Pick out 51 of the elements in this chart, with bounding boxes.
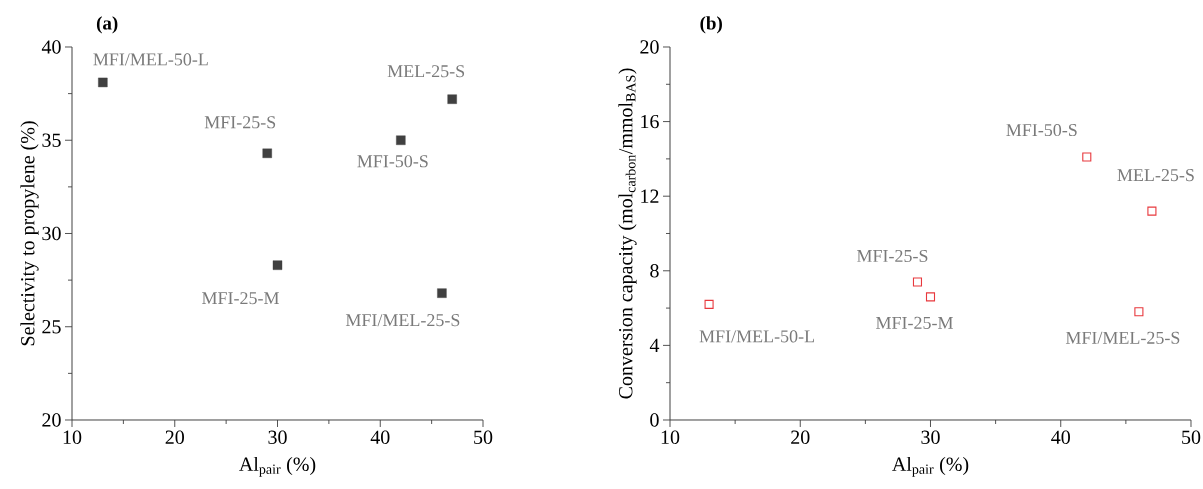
x-tick-label: 10 xyxy=(661,430,680,445)
annotation: MFI-50-S xyxy=(357,155,428,168)
y-tick-label: 16 xyxy=(641,114,659,129)
point xyxy=(1082,152,1092,162)
x-tick-label: 20 xyxy=(791,430,810,445)
point xyxy=(912,277,923,287)
y-tick-label: 0 xyxy=(650,413,659,427)
point xyxy=(704,299,714,309)
x-tick-label: 40 xyxy=(1051,430,1070,445)
x-tick-label: 30 xyxy=(268,430,287,445)
y-tick-label: 12 xyxy=(641,189,659,203)
annotation: MFI/MEL-50-L xyxy=(699,330,814,343)
point xyxy=(447,94,457,104)
y-tick-label: 25 xyxy=(42,320,61,334)
annotation: MFI-25-S xyxy=(856,249,928,263)
y-tick-label: 30 xyxy=(42,226,61,241)
x-tick-label: 10 xyxy=(63,430,82,445)
y-tick-label: 4 xyxy=(649,338,660,352)
x-tick-label: 20 xyxy=(165,430,184,445)
annotation: MFI-25-M xyxy=(202,292,279,305)
y-tick-label: 8 xyxy=(650,264,659,278)
x-tick-label: 40 xyxy=(370,430,390,445)
point xyxy=(262,148,272,158)
point xyxy=(98,77,108,88)
y-axis-title: Selectivity to propylene (%) xyxy=(20,121,39,346)
chart-title: (a) xyxy=(96,16,118,34)
x-axis-title: Al$_{pair}$ (%) xyxy=(892,456,969,477)
x-tick-label: 50 xyxy=(1182,430,1201,445)
point xyxy=(437,288,447,298)
annotation: MFI/MEL-25-S xyxy=(1065,331,1180,344)
annotation: MFI/MEL-50-L xyxy=(93,53,208,66)
annotation: MFI-25-S xyxy=(204,116,276,129)
point xyxy=(1147,206,1157,216)
y-axis-title: Conversion capacity (mol$_{carbon}$/mmol$_{BAS}$) xyxy=(618,68,637,399)
x-tick-label: 50 xyxy=(474,430,493,445)
annotation: MFI-25-M xyxy=(876,316,953,329)
annotation: MEL-25-S xyxy=(387,65,465,78)
chart-title: (b) xyxy=(700,16,722,34)
point xyxy=(272,260,283,270)
x-axis-title: Al$_{pair}$ (%) xyxy=(239,456,316,477)
y-tick-label: 20 xyxy=(42,413,61,427)
point xyxy=(396,135,406,145)
y-tick-label: 20 xyxy=(640,40,659,54)
annotation: MFI-50-S xyxy=(1006,123,1077,137)
x-tick-label: 30 xyxy=(921,430,940,445)
point xyxy=(925,292,936,302)
annotation: MFI/MEL-25-S xyxy=(345,314,460,327)
y-tick-label: 40 xyxy=(41,40,61,54)
y-tick-label: 35 xyxy=(42,133,61,147)
annotation: MEL-25-S xyxy=(1117,169,1194,182)
point xyxy=(1134,307,1144,317)
